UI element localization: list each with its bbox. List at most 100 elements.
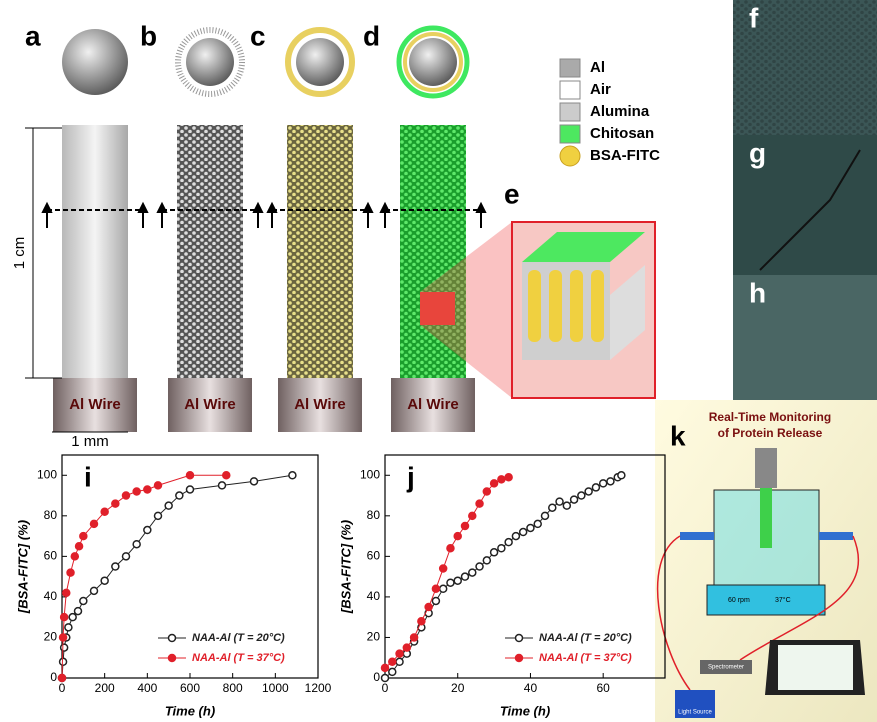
cut-arrow [362,201,374,228]
x-axis-label: Time (h) [165,703,215,718]
x-tick-label: 400 [137,681,157,695]
zoom-source [420,292,455,325]
x-tick-label: 600 [180,681,200,695]
wire-label: Al Wire [294,396,346,413]
panel-label: i [84,461,92,492]
y-tick-label: 60 [44,549,58,563]
pore [528,270,541,342]
panel-label: k [670,420,686,451]
sphere [62,29,128,95]
point [132,539,141,549]
point [424,602,433,612]
legend-label: Chitosan [590,125,654,142]
y-axis-label: [BSA-FITC] (%) [338,520,353,614]
point [569,495,579,504]
panel-label: f [749,2,759,33]
x-tick-label: 40 [524,681,538,695]
point [175,491,184,500]
y-tick-label: 0 [50,670,57,684]
y-tick-label: 40 [44,589,58,603]
legend-swatch [559,102,581,122]
point [511,531,521,541]
dim-height: 1 cm [11,237,28,270]
y-tick-label: 80 [44,508,58,522]
point [222,471,231,480]
k-label: Spectrometer [708,665,744,671]
point [460,521,470,531]
point [57,673,67,683]
cut-arrow [252,201,264,228]
y-axis-label: [BSA-FITC] (%) [15,520,30,614]
legend-label: Al [590,59,605,76]
point [79,531,88,541]
point [598,479,608,488]
point [89,586,99,596]
y-tick-label: 100 [360,467,380,481]
pore-block-top [522,232,645,262]
wire-base [168,378,252,432]
panel-label: j [406,461,415,492]
sphere [296,38,344,86]
point [533,519,542,529]
legend-swatch [559,145,581,167]
pore [570,270,583,342]
point [73,606,83,616]
wire [177,125,243,378]
light-beam [760,488,772,548]
light-source [675,690,715,718]
legend-marker [167,633,177,643]
wire-label: Al Wire [184,396,236,413]
point [606,477,615,486]
y-tick-label: 40 [367,589,381,603]
sphere-shell [403,32,463,92]
point [453,576,462,585]
series-line [384,476,509,669]
cut-arrow [379,201,391,228]
x-tick-label: 0 [59,681,66,695]
point [489,548,499,557]
point [409,633,419,642]
legend-swatch [559,58,581,78]
x-tick-label: 1000 [262,681,289,695]
y-tick-label: 0 [373,670,380,684]
point [468,511,477,521]
legend-marker [167,653,177,663]
wire [287,125,353,378]
panel-label: c [250,20,266,51]
point [548,503,557,512]
sem-crack [759,149,861,271]
point [153,511,163,521]
point [497,544,506,553]
legend-label: NAA-Al (T = 37°C) [192,652,285,664]
point [482,487,492,496]
legend-label: BSA-FITC [590,147,660,164]
point [446,578,455,587]
sem-f-shade [733,0,877,135]
legend-marker [514,653,524,663]
cut-arrow [156,201,168,228]
point [185,471,195,480]
panel-label: g [749,137,766,168]
point [249,477,259,486]
point [438,564,448,573]
point [100,507,109,517]
plot-frame [384,454,666,679]
point [380,663,390,673]
point [482,556,492,565]
pore [549,270,562,342]
cable [656,535,860,691]
point [497,475,506,484]
panel-label: b [140,20,157,51]
point [89,519,99,529]
k-label: Light Source [678,710,712,716]
point [562,501,572,510]
point [475,499,484,508]
fiber [680,532,714,540]
point [185,485,195,494]
point [380,673,390,683]
point [460,572,470,581]
point [504,473,513,482]
x-tick-label: 60 [597,681,611,695]
point [217,481,227,490]
fiber [819,532,853,540]
